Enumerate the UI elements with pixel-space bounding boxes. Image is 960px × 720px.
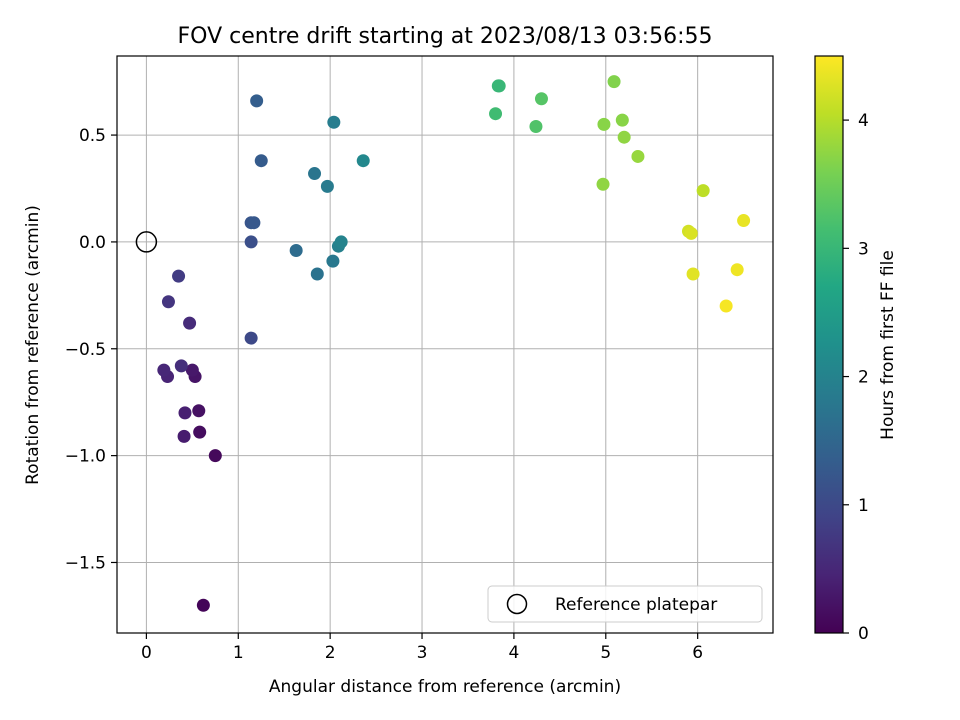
data-point	[244, 331, 258, 345]
data-point	[529, 120, 543, 134]
data-points	[157, 75, 751, 612]
x-axis-title: Angular distance from reference (arcmin)	[269, 677, 621, 697]
grid-lines	[117, 56, 773, 633]
data-point	[534, 92, 548, 106]
data-point	[183, 316, 197, 330]
data-point	[244, 235, 258, 249]
colorbar-gradient	[815, 56, 843, 633]
chart-title: FOV centre drift starting at 2023/08/13 …	[178, 24, 713, 49]
colorbar: 0 1 2 3 4 Hours from first FF file	[814, 55, 898, 644]
data-point	[326, 254, 340, 268]
data-point	[696, 184, 710, 198]
x-tick-label: 4	[508, 643, 519, 663]
data-point	[686, 267, 700, 281]
data-point	[737, 214, 751, 228]
data-point	[178, 406, 192, 420]
plot-background	[117, 56, 773, 633]
data-point	[196, 598, 210, 612]
data-point	[730, 263, 744, 277]
data-point	[177, 429, 191, 443]
data-point	[192, 404, 206, 418]
data-point	[174, 359, 188, 373]
data-point	[617, 130, 631, 144]
data-point	[193, 425, 207, 439]
colorbar-frame	[814, 55, 844, 634]
data-point	[254, 154, 268, 168]
data-point	[596, 177, 610, 191]
plot-area	[116, 55, 774, 634]
colorbar-tick-label: 3	[858, 239, 869, 259]
legend-box	[487, 585, 763, 623]
data-point	[208, 449, 222, 463]
data-point	[310, 267, 324, 281]
plot-frame	[116, 55, 774, 634]
y-axis: −1.5 −1.0 −0.5 0.0 0.5	[65, 126, 117, 573]
data-point	[334, 235, 348, 249]
data-point	[597, 117, 611, 131]
x-tick-label: 1	[233, 643, 244, 663]
colorbar-tick-label: 2	[858, 368, 869, 388]
x-tick-label: 6	[692, 643, 703, 663]
data-point	[719, 299, 733, 313]
reference-marker	[135, 231, 158, 253]
data-point	[327, 115, 341, 129]
y-tick-label: −1.0	[65, 447, 106, 467]
data-point	[356, 154, 370, 168]
colorbar-title: Hours from first FF file	[878, 250, 898, 440]
data-point	[308, 167, 322, 181]
x-tick-label: 3	[417, 643, 428, 663]
colorbar-ticks: 0 1 2 3 4	[843, 111, 869, 644]
data-point	[250, 94, 264, 108]
colorbar-tick-label: 4	[858, 111, 869, 131]
data-point	[161, 295, 175, 309]
data-point	[185, 363, 199, 377]
x-axis: 0 1 2 3 4 5 6	[141, 633, 703, 663]
data-point	[157, 363, 171, 377]
data-point	[172, 269, 186, 283]
x-tick-label: 5	[600, 643, 611, 663]
colorbar-tick-label: 1	[858, 496, 869, 516]
x-tick-label: 2	[325, 643, 336, 663]
y-axis-title: Rotation from reference (arcmin)	[23, 205, 43, 485]
colorbar-tick-label: 0	[858, 624, 869, 644]
x-tick-label: 0	[141, 643, 152, 663]
legend: Reference platepar	[487, 585, 763, 623]
data-point	[615, 113, 629, 127]
y-tick-label: −0.5	[65, 340, 106, 360]
y-tick-label: −1.5	[65, 553, 106, 573]
data-point	[489, 107, 503, 121]
data-point	[631, 149, 645, 163]
legend-label: Reference platepar	[555, 595, 717, 615]
data-point	[289, 243, 303, 257]
data-point	[607, 75, 621, 89]
data-point	[247, 216, 261, 230]
data-point	[684, 226, 698, 240]
y-tick-label: 0.0	[79, 233, 106, 253]
data-point	[491, 79, 505, 93]
reference-platepar-marker	[135, 231, 158, 253]
y-tick-label: 0.5	[79, 126, 106, 146]
data-point	[320, 179, 334, 193]
legend-reference-marker-icon	[506, 593, 528, 615]
